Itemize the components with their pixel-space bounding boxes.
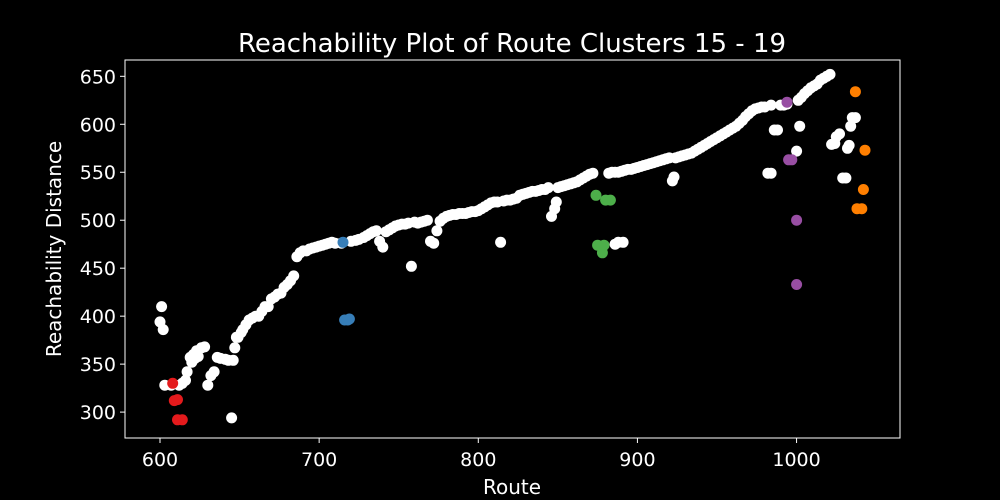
y-tick-label: 600 bbox=[80, 114, 116, 136]
data-point-series-0 bbox=[765, 167, 777, 179]
data-point-series-3 bbox=[590, 189, 602, 201]
data-point-series-4 bbox=[791, 214, 803, 226]
data-point-series-1 bbox=[176, 414, 188, 426]
x-tick-label: 600 bbox=[142, 449, 178, 471]
data-point-series-0 bbox=[495, 236, 507, 248]
data-point-series-0 bbox=[849, 112, 861, 124]
x-tick-label: 800 bbox=[460, 449, 496, 471]
plot-area-frame bbox=[124, 59, 901, 439]
chart-title: Reachability Plot of Route Clusters 15 -… bbox=[238, 29, 786, 59]
data-points bbox=[154, 68, 871, 426]
y-tick-label: 300 bbox=[80, 402, 116, 424]
data-point-series-4 bbox=[791, 279, 803, 290]
data-point-series-0 bbox=[791, 145, 803, 157]
data-point-series-4 bbox=[781, 96, 793, 108]
data-point-series-0 bbox=[765, 99, 777, 111]
data-point-series-0 bbox=[370, 225, 382, 237]
data-point-series-0 bbox=[377, 241, 389, 253]
x-tick-label: 900 bbox=[619, 449, 655, 471]
data-point-series-0 bbox=[617, 236, 629, 248]
data-point-series-0 bbox=[226, 412, 238, 424]
y-tick-label: 550 bbox=[80, 162, 116, 184]
data-point-series-0 bbox=[772, 124, 783, 136]
data-point-series-0 bbox=[192, 351, 204, 362]
data-point-series-0 bbox=[794, 120, 806, 132]
data-point-series-0 bbox=[550, 196, 562, 208]
data-point-series-0 bbox=[542, 182, 554, 194]
data-point-series-0 bbox=[157, 324, 169, 336]
data-point-series-3 bbox=[604, 194, 616, 206]
data-point-series-0 bbox=[208, 366, 220, 378]
data-point-series-5 bbox=[859, 144, 871, 156]
data-point-series-0 bbox=[156, 301, 168, 313]
data-point-series-0 bbox=[421, 214, 433, 226]
y-axis-label: Reachability Distance bbox=[42, 141, 66, 357]
data-point-series-4 bbox=[786, 154, 798, 166]
data-point-series-0 bbox=[199, 341, 211, 353]
data-point-series-3 bbox=[598, 239, 610, 251]
data-point-series-0 bbox=[834, 128, 845, 140]
data-point-series-0 bbox=[180, 374, 191, 386]
data-point-series-0 bbox=[229, 342, 241, 354]
data-point-series-0 bbox=[181, 366, 193, 378]
data-point-series-5 bbox=[849, 86, 861, 98]
data-point-series-5 bbox=[856, 203, 868, 215]
y-tick-label: 650 bbox=[80, 66, 116, 88]
data-point-series-0 bbox=[431, 225, 443, 237]
data-point-series-1 bbox=[167, 377, 179, 389]
data-point-series-0 bbox=[824, 68, 836, 80]
data-point-series-0 bbox=[227, 354, 239, 366]
data-point-series-0 bbox=[428, 237, 440, 249]
x-axis: 600 700 800 900 1000 bbox=[142, 438, 821, 471]
data-point-series-0 bbox=[843, 139, 855, 151]
data-point-series-0 bbox=[202, 379, 214, 391]
x-tick-label: 700 bbox=[301, 449, 337, 471]
x-axis-label: Route bbox=[483, 475, 541, 499]
data-point-series-0 bbox=[845, 120, 857, 132]
data-point-series-0 bbox=[840, 172, 852, 184]
data-point-series-2 bbox=[337, 236, 349, 248]
y-tick-label: 400 bbox=[80, 306, 116, 328]
y-tick-label: 450 bbox=[80, 258, 116, 280]
data-point-series-0 bbox=[587, 167, 599, 179]
data-point-series-0 bbox=[288, 270, 300, 282]
y-axis: 300 350 400 450 500 550 600 650 bbox=[80, 66, 125, 424]
data-point-series-0 bbox=[668, 171, 680, 183]
y-tick-label: 500 bbox=[80, 210, 116, 232]
data-point-series-1 bbox=[172, 394, 183, 406]
data-point-series-5 bbox=[857, 184, 869, 195]
data-point-series-0 bbox=[405, 260, 417, 272]
data-point-series-2 bbox=[343, 313, 355, 325]
x-tick-label: 1000 bbox=[772, 449, 820, 471]
y-tick-label: 350 bbox=[80, 354, 116, 376]
